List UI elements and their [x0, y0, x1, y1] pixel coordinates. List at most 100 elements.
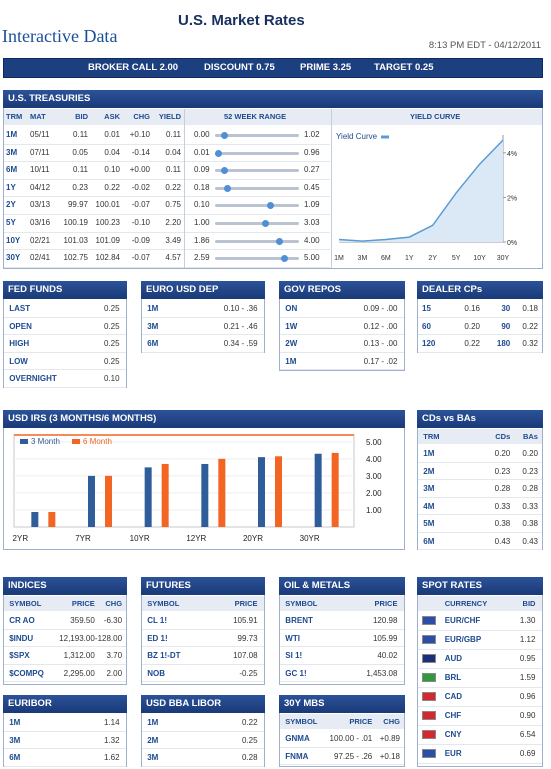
bar [314, 453, 322, 527]
cell: 0.10 - .36 [223, 304, 258, 313]
range-high: 1.02 [304, 130, 320, 139]
cell: 6M [9, 753, 21, 762]
range-low: 0.01 [194, 147, 210, 157]
row-separator [418, 496, 542, 498]
cell: 40.02 [377, 651, 398, 660]
cell: LAST [9, 304, 31, 313]
legend-swatch [20, 439, 28, 444]
cell: ED 1! [147, 633, 168, 643]
row-separator [280, 316, 404, 318]
cell: 05/11 [30, 130, 50, 139]
x-tick-label: 1M [334, 255, 344, 262]
cell: 0.13 - .00 [363, 339, 398, 348]
cell: 2M [147, 735, 159, 745]
row-separator [4, 178, 330, 180]
column-header: BID [522, 599, 536, 608]
range-low: 2.59 [194, 253, 210, 263]
column-header: YIELD CURVE [410, 112, 461, 121]
flag-icon [422, 749, 436, 758]
row-separator [4, 628, 126, 630]
column-header: BID [75, 112, 88, 121]
cell: 0.33 [494, 501, 511, 511]
y-tick-label: 4.00 [366, 455, 382, 464]
cell: 3M [9, 735, 21, 745]
flag-icon [422, 654, 436, 663]
cell: BRENT [285, 616, 313, 625]
chart: 5.00 4.00 3.00 2.00 1.00 2YR 7YR 10YR 12YR 20YR 30… [13, 434, 382, 543]
plot-frame [13, 434, 355, 528]
cell: LOW [9, 356, 28, 366]
row-separator [280, 646, 404, 647]
row-separator [418, 763, 542, 764]
cell: 0.04 [165, 147, 181, 157]
x-tick-label: 1Y [405, 255, 414, 262]
cell: BRL [444, 673, 462, 682]
row-separator [418, 531, 542, 533]
row-separator [4, 748, 126, 749]
bar [48, 512, 56, 527]
row-separator [4, 681, 126, 682]
cell: -0.14 [131, 147, 150, 157]
cell: 0.69 [519, 749, 536, 758]
cell: 3M [147, 321, 159, 331]
cell: 0.12 - .00 [363, 321, 398, 331]
cell: 100.00 - .01 [329, 734, 373, 743]
cell: OPEN [9, 321, 32, 331]
cell: -0.07 [131, 200, 150, 210]
cell: 0.22 [464, 339, 480, 348]
range-low: 0.09 [194, 165, 210, 175]
column-header: TRM [6, 112, 23, 121]
cell: 120.98 [372, 616, 398, 625]
range-marker [267, 202, 275, 210]
column-header: SYMBOL [285, 599, 318, 608]
cell: 1M [285, 356, 297, 366]
column-header: ASK [104, 112, 120, 121]
cell: $COMPQ [9, 668, 44, 678]
bar [88, 475, 95, 527]
range-track [215, 239, 299, 243]
cell: 100.23 [95, 218, 120, 227]
cell: CNY [444, 730, 462, 739]
cell: 2Y [6, 200, 16, 210]
cell: 0.28 [241, 753, 258, 762]
cell: 0.25 [103, 321, 120, 331]
cell: 0.22 [522, 321, 538, 331]
cell: 0.96 [519, 692, 536, 701]
range-low: 0.00 [194, 130, 210, 139]
cell: AUD [444, 654, 463, 663]
range-high: 0.45 [304, 182, 320, 192]
cell: 6.54 [519, 730, 536, 739]
column-header-row [4, 596, 126, 611]
range-marker [224, 184, 232, 192]
row-separator [418, 744, 542, 745]
row-separator [280, 681, 404, 682]
bar [105, 475, 112, 527]
cell: HIGH [9, 339, 30, 348]
range-low: 0.10 [194, 200, 210, 210]
column-header: PRICE [234, 599, 258, 608]
range-marker [221, 132, 229, 139]
cell: 0.21 - .46 [223, 321, 258, 331]
row-separator [280, 746, 404, 748]
cell: -0.02 [131, 182, 150, 192]
row-separator [280, 369, 404, 370]
row-separator [418, 351, 542, 353]
cell: 0.28 [494, 484, 511, 493]
cell: 1.30 [519, 616, 536, 625]
cell: BZ 1!-DT [147, 651, 181, 660]
row-separator [418, 649, 542, 650]
cell: +0.89 [379, 734, 400, 743]
cell: 0.10 [103, 374, 120, 383]
cell: 3.49 [165, 235, 181, 245]
cell: 5Y [6, 218, 16, 227]
panel-header: EURO USD DEP [141, 281, 265, 299]
y-tick-label: 1.00 [366, 506, 382, 515]
row-separator [418, 316, 542, 318]
column-header-row [280, 596, 404, 611]
x-tick-label: 20YR [243, 534, 263, 543]
cell: 0.75 [165, 200, 181, 210]
cell: +0.10 [129, 130, 150, 139]
row-separator [142, 334, 264, 335]
panel-header: DEALER CPs [417, 281, 543, 299]
bar [258, 457, 265, 527]
